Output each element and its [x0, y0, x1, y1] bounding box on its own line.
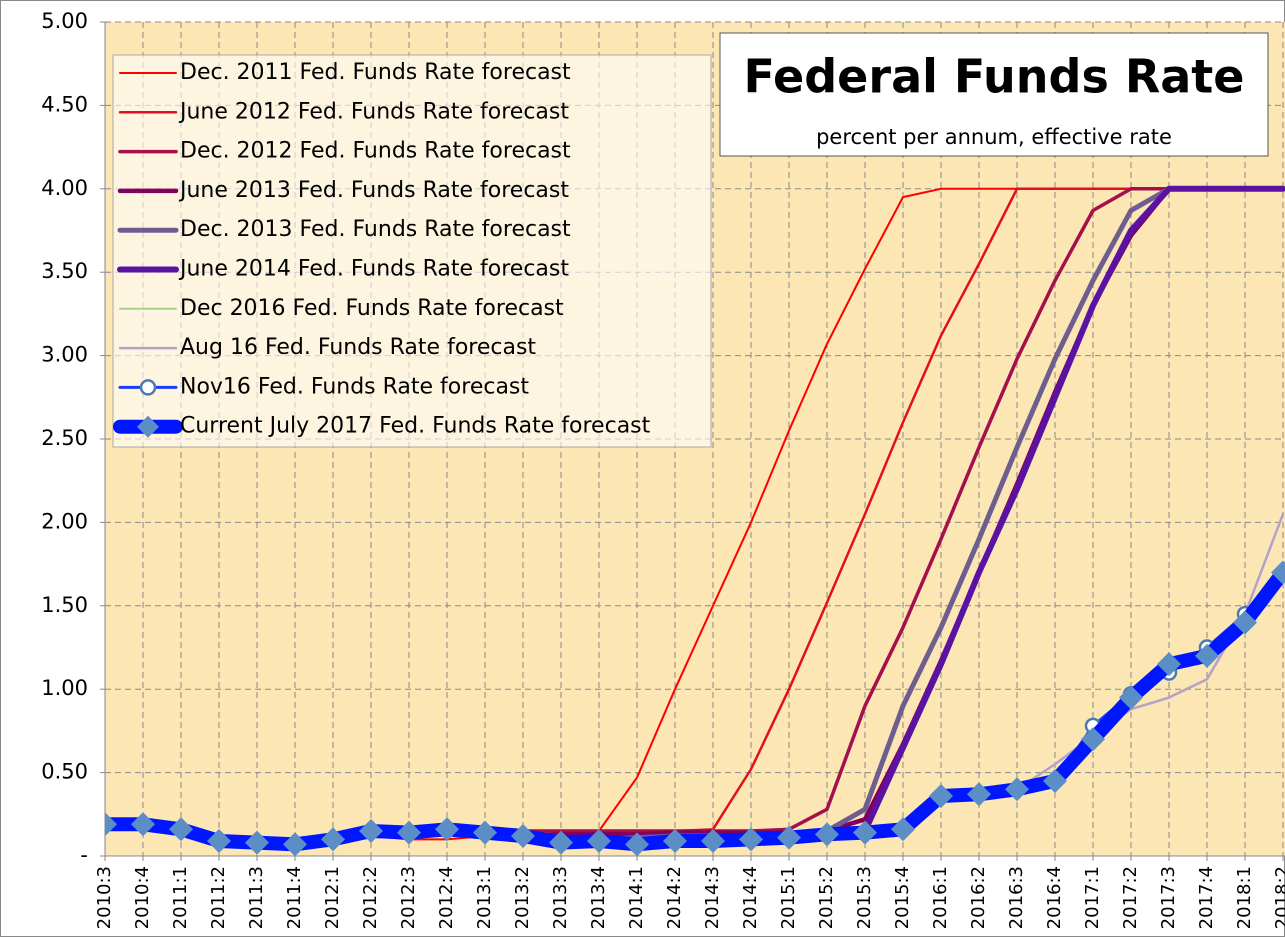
legend-label: Current July 2017 Fed. Funds Rate foreca… — [180, 414, 651, 439]
y-tick-label: 3.00 — [41, 343, 88, 367]
y-tick-label: 3.50 — [41, 259, 88, 283]
y-tick-label: 5.00 — [41, 9, 88, 33]
chart-title: Federal Funds Rate — [744, 50, 1245, 104]
point-marker — [283, 832, 307, 857]
point-marker — [777, 825, 801, 850]
point-marker — [1157, 652, 1181, 677]
point-marker — [1081, 727, 1105, 752]
point-marker — [1233, 610, 1257, 635]
point-marker — [359, 818, 383, 843]
y-tick-label: 2.00 — [41, 509, 88, 533]
point-marker — [169, 817, 193, 842]
x-tick-label: 2014:4 — [740, 866, 761, 929]
x-tick-label: 2013:2 — [512, 866, 533, 929]
point-marker — [929, 783, 953, 808]
point-marker — [1043, 768, 1067, 793]
x-tick-label: 2014:2 — [664, 866, 685, 929]
x-tick-label: 2014:3 — [702, 866, 723, 929]
x-tick-label: 2012:2 — [360, 866, 381, 929]
x-tick-label: 2016:4 — [1044, 866, 1065, 929]
point-marker — [1271, 560, 1285, 585]
point-marker — [967, 782, 991, 807]
point-marker — [105, 812, 117, 837]
series-line — [445, 187, 1285, 833]
x-tick-label: 2015:4 — [892, 866, 913, 929]
x-tick-label: 2016:3 — [1006, 866, 1027, 929]
x-tick-label: 2015:3 — [854, 866, 875, 929]
legend-label: Dec. 2013 Fed. Funds Rate forecast — [180, 217, 571, 242]
x-tick-label: 2013:4 — [588, 866, 609, 929]
legend-box — [112, 54, 712, 448]
x-tick-label: 2017:3 — [1158, 866, 1179, 929]
y-tick-label: 4.50 — [41, 92, 88, 116]
y-tick-label: 4.00 — [41, 176, 88, 200]
x-tick-label: 2011:1 — [170, 866, 191, 929]
point-marker — [1005, 777, 1029, 802]
point-marker — [587, 828, 611, 853]
x-tick-label: 2011:3 — [246, 866, 267, 929]
point-marker — [321, 827, 345, 852]
x-tick-label: 2016:2 — [968, 866, 989, 929]
point-marker — [511, 823, 535, 848]
x-tick-label: 2013:1 — [474, 866, 495, 929]
x-tick-label: 2017:1 — [1082, 866, 1103, 929]
y-tick-label: - — [80, 843, 88, 867]
point-marker — [815, 822, 839, 847]
y-tick-label: 2.50 — [41, 426, 88, 450]
legend-label: Nov16 Fed. Funds Rate forecast — [180, 374, 529, 399]
point-marker — [435, 817, 459, 842]
x-tick-label: 2017:4 — [1196, 866, 1217, 929]
x-tick-label: 2012:3 — [398, 866, 419, 929]
point-marker — [891, 817, 915, 842]
legend-label: Aug 16 Fed. Funds Rate forecast — [180, 335, 536, 360]
chart-subtitle: percent per annum, effective rate — [816, 125, 1172, 149]
title-box — [719, 32, 1269, 157]
point-marker — [207, 828, 231, 853]
legend-marker — [139, 379, 157, 396]
point-marker — [625, 832, 649, 857]
legend-label: June 2012 Fed. Funds Rate forecast — [178, 99, 569, 124]
x-tick-label: 2012:1 — [322, 866, 343, 929]
x-tick-label: 2012:4 — [436, 866, 457, 929]
legend-label: June 2013 Fed. Funds Rate forecast — [178, 178, 569, 203]
x-tick-label: 2018:1 — [1234, 866, 1255, 929]
x-tick-label: 2017:2 — [1120, 866, 1141, 929]
legend-label: June 2014 Fed. Funds Rate forecast — [178, 257, 569, 282]
x-tick-label: 2013:3 — [550, 866, 571, 929]
x-tick-label: 2011:4 — [284, 866, 305, 929]
legend-marker — [137, 415, 159, 438]
x-tick-label: 2015:1 — [778, 866, 799, 929]
legend-label: Dec. 2011 Fed. Funds Rate forecast — [180, 60, 571, 85]
x-tick-label: 2014:1 — [626, 866, 647, 929]
y-tick-label: 1.00 — [41, 676, 88, 700]
point-marker — [701, 828, 725, 853]
x-tick-label: 2016:1 — [930, 866, 951, 929]
point-marker — [1195, 643, 1219, 668]
point-marker — [1119, 685, 1143, 710]
y-tick-label: 1.50 — [41, 593, 88, 617]
point-marker — [549, 830, 573, 855]
point-marker — [853, 820, 877, 845]
x-tick-label: 2015:2 — [816, 866, 837, 929]
point-marker — [663, 828, 687, 853]
legend-label: Dec. 2012 Fed. Funds Rate forecast — [180, 139, 571, 164]
x-tick-label: 2010:4 — [132, 866, 153, 929]
y-tick-label: 0.50 — [41, 760, 88, 784]
point-marker — [739, 827, 763, 852]
legend-label: Dec 2016 Fed. Funds Rate forecast — [180, 296, 564, 321]
point-marker — [245, 830, 269, 855]
point-marker — [473, 820, 497, 845]
point-marker — [131, 812, 155, 837]
x-tick-label: 2010:3 — [94, 866, 115, 929]
point-marker — [397, 820, 421, 845]
x-tick-label: 2011:2 — [208, 866, 229, 929]
x-tick-label: 2018:2 — [1272, 866, 1285, 929]
